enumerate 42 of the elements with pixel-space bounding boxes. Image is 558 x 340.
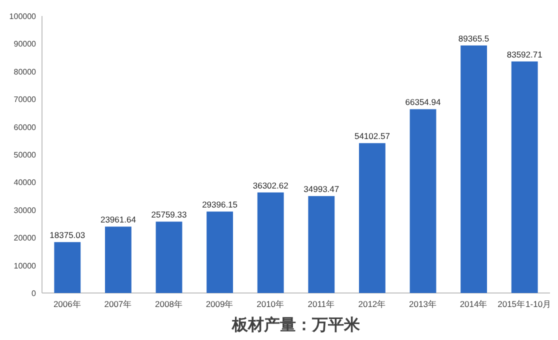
x-tick-label: 2008年 xyxy=(155,299,183,309)
data-label: 66354.94 xyxy=(405,97,441,108)
bar xyxy=(460,45,488,293)
y-tick-label: 10000 xyxy=(14,261,37,270)
x-tick-label: 2007年 xyxy=(104,299,132,309)
text: 板材产量：万平米 xyxy=(231,315,361,334)
y-tick-label: 70000 xyxy=(14,95,37,104)
y-tick-label: 20000 xyxy=(14,234,37,243)
y-tick-label: 80000 xyxy=(14,67,37,76)
y-tick-label: 30000 xyxy=(14,206,37,215)
data-label: 18375.03 xyxy=(50,230,86,240)
bar xyxy=(156,222,182,293)
y-tick-label: 60000 xyxy=(14,122,37,132)
bar xyxy=(104,226,132,293)
data-label: 29396.15 xyxy=(202,200,238,210)
y-tick-label: 40000 xyxy=(14,178,37,188)
bar xyxy=(410,109,436,293)
bar xyxy=(206,212,234,293)
x-tick-label: 2014年 xyxy=(460,299,488,309)
bar xyxy=(308,196,335,293)
data-label: 23961.64 xyxy=(100,214,136,225)
data-label: 89365.5 xyxy=(458,33,490,44)
data-label: 25759.33 xyxy=(151,210,187,220)
y-tick-label: 90000 xyxy=(14,40,37,49)
x-tick-label: 2013年 xyxy=(409,299,437,309)
y-tick-label: 100000 xyxy=(9,12,37,21)
bar xyxy=(257,192,284,293)
x-tick-label: 2011年 xyxy=(308,299,336,309)
x-tick-label: 2010年 xyxy=(256,299,285,309)
data-label: 54102.57 xyxy=(354,131,390,142)
data-label: 83592.71 xyxy=(506,49,543,60)
bar xyxy=(511,61,538,293)
y-tick-label: 0 xyxy=(32,289,37,298)
bar xyxy=(358,143,386,293)
y-tick-label: 50000 xyxy=(14,150,37,160)
x-tick-label: 2006年 xyxy=(53,299,82,309)
bar xyxy=(54,242,81,293)
x-tick-label: 2012年 xyxy=(358,299,386,309)
x-tick-label: 2015年1-10月 xyxy=(498,299,552,309)
x-tick-label: 2009年 xyxy=(206,299,234,309)
data-label: 36302.62 xyxy=(252,180,289,190)
data-label: 34993.47 xyxy=(304,184,340,194)
